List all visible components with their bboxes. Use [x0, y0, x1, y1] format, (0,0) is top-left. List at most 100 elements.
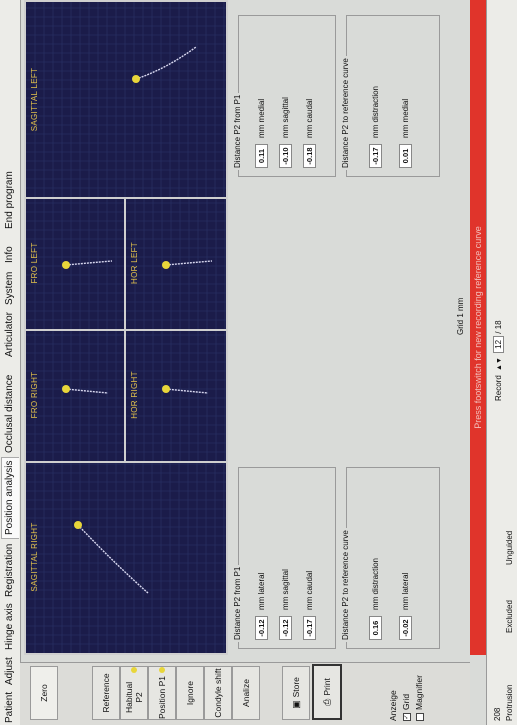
plot-title: SAGITTAL LEFT	[30, 67, 39, 132]
tab-registration[interactable]: Registration	[4, 543, 15, 597]
group-title: Distance P2 from P1	[233, 92, 242, 170]
anzeige-label: Anzeige	[388, 690, 398, 721]
value-row: -0.12 mm sagittal	[279, 569, 292, 640]
left-p2-group: Distance P2 from P1 0.11 mm medial -0.10 m…	[233, 15, 336, 177]
tab-occlusal-distance[interactable]: Occlusal distance	[4, 374, 15, 453]
store-label: Store	[291, 677, 301, 698]
grid-checkbox[interactable]: ✓ Grid	[401, 666, 411, 721]
tab-adjust[interactable]: Adjust	[4, 657, 15, 685]
value-row: -0.17 mm caudal	[303, 571, 316, 640]
reference-label: Reference	[101, 673, 111, 713]
tab-end-program[interactable]: End program	[4, 171, 15, 229]
value-field: -0.12	[255, 616, 268, 640]
group-title: Distance P2 to reference curve	[341, 528, 350, 642]
plot-fro-right: FRO RIGHT	[24, 327, 128, 463]
reference-button[interactable]: Reference	[92, 666, 120, 720]
ignore-button[interactable]: Ignore	[176, 666, 204, 720]
record-navigator: Record ▲▼ 12 / 18	[493, 320, 504, 401]
group-title: Distance P2 from P1	[233, 564, 242, 642]
unit-label: mm sagittal	[281, 569, 290, 610]
plot-title: SAGITTAL RIGHT	[30, 522, 39, 592]
unit-label: mm distraction	[371, 557, 380, 610]
position-p1-label: Position P1	[157, 676, 167, 719]
printer-icon: ⎙	[321, 698, 332, 706]
value-row: 0.11 mm medial	[255, 99, 268, 168]
unit-label: mm lateral	[401, 572, 410, 610]
p1-marker	[162, 261, 170, 269]
tab-position-analysis[interactable]: Position analysis	[1, 456, 19, 539]
p1-marker	[162, 385, 170, 393]
p1-marker	[74, 521, 82, 529]
value-field: -0.02	[399, 616, 412, 640]
tab-articulator[interactable]: Articulator	[4, 311, 15, 357]
unit-label: mm distraction	[371, 85, 380, 138]
plot-hor-left: HOR LEFT	[124, 195, 228, 331]
store-button[interactable]: ▣ Store	[282, 666, 310, 720]
unit-label: mm caudal	[305, 570, 314, 610]
value-field: 0.16	[369, 616, 382, 640]
status-bar: 208 Protrusion Excluded Unguided Record …	[486, 0, 517, 725]
zero-button[interactable]: Zero	[30, 666, 58, 720]
grid-lines	[126, 329, 226, 461]
trace-svg	[62, 385, 109, 394]
alert-bar: Press footswitch for new recording refer…	[470, 0, 486, 655]
condyle-shift-button[interactable]: Condyle shift	[204, 666, 232, 720]
analize-button[interactable]: Analize	[232, 666, 260, 720]
movement-trace	[65, 260, 113, 266]
right-ref-group: Distance P2 to reference curve 0.16 mm di…	[341, 467, 440, 649]
movement-trace	[165, 388, 209, 394]
marker-dot-icon	[159, 667, 165, 673]
p1-marker	[132, 75, 140, 83]
movement-trace	[65, 388, 109, 394]
trace-svg	[74, 521, 149, 594]
grid-lines	[26, 2, 226, 197]
print-button[interactable]: ⎙ Print	[312, 664, 342, 720]
tab-bar: Patient Adjust Hinge axis Registration P…	[0, 0, 21, 725]
plot-fro-left: FRO LEFT	[24, 195, 128, 331]
status-code: 208	[493, 707, 502, 721]
habitual-p2-button[interactable]: Habitual P2	[120, 666, 148, 720]
value-field: -0.17	[369, 144, 382, 168]
tab-info[interactable]: Info	[4, 246, 15, 263]
tab-hinge-axis[interactable]: Hinge axis	[4, 603, 15, 650]
unit-label: mm sagittal	[281, 97, 290, 138]
status-protrusion: Protrusion	[505, 684, 514, 721]
trace-svg	[162, 385, 209, 394]
value-row: 0.16 mm distraction	[369, 558, 382, 640]
checkbox-icon	[415, 713, 424, 721]
condyle-shift-label: Condyle shift	[213, 668, 223, 718]
grid-lines	[26, 197, 126, 329]
position-p1-button[interactable]: Position P1	[148, 666, 176, 720]
spin-arrows-icon[interactable]: ▲▼	[496, 357, 503, 371]
checkbox-checked-icon: ✓	[402, 713, 411, 721]
value-row: 0.01 mm medial	[399, 99, 412, 168]
plot-title: HOR LEFT	[130, 242, 139, 284]
habitual-p2-label: Habitual P2	[124, 681, 144, 714]
left-ref-group: Distance P2 to reference curve -0.17 mm d…	[341, 15, 440, 177]
tab-patient[interactable]: Patient	[4, 691, 15, 723]
zero-label: Zero	[39, 684, 49, 702]
plot-title: FRO RIGHT	[30, 371, 39, 419]
plot-sagittal-right: SAGITTAL RIGHT	[24, 459, 228, 655]
value-row: -0.12 mm lateral	[255, 573, 268, 640]
save-icon: ▣	[290, 700, 301, 709]
record-label: Record	[494, 375, 503, 401]
plot-hor-right: HOR RIGHT	[124, 327, 228, 463]
ignore-label: Ignore	[185, 680, 195, 706]
magnifier-checkbox[interactable]: Magnifier	[414, 666, 424, 721]
record-total: / 18	[494, 320, 503, 334]
plot-title: HOR RIGHT	[130, 371, 139, 419]
plot-sagittal-left: SAGITTAL LEFT	[24, 0, 228, 199]
marker-dot-icon	[131, 667, 137, 673]
alert-text: Press footswitch for new recording refer…	[473, 226, 483, 429]
grid-lines	[26, 461, 226, 653]
value-row: -0.18 mm caudal	[303, 99, 316, 168]
grid-label: Grid	[401, 693, 411, 710]
tab-system[interactable]: System	[4, 271, 15, 305]
record-current[interactable]: 12	[493, 335, 504, 353]
grid-lines	[26, 329, 126, 461]
grid-size-label: Grid 1 mm	[456, 297, 465, 335]
movement-trace	[77, 524, 149, 594]
value-field: -0.18	[303, 144, 316, 168]
